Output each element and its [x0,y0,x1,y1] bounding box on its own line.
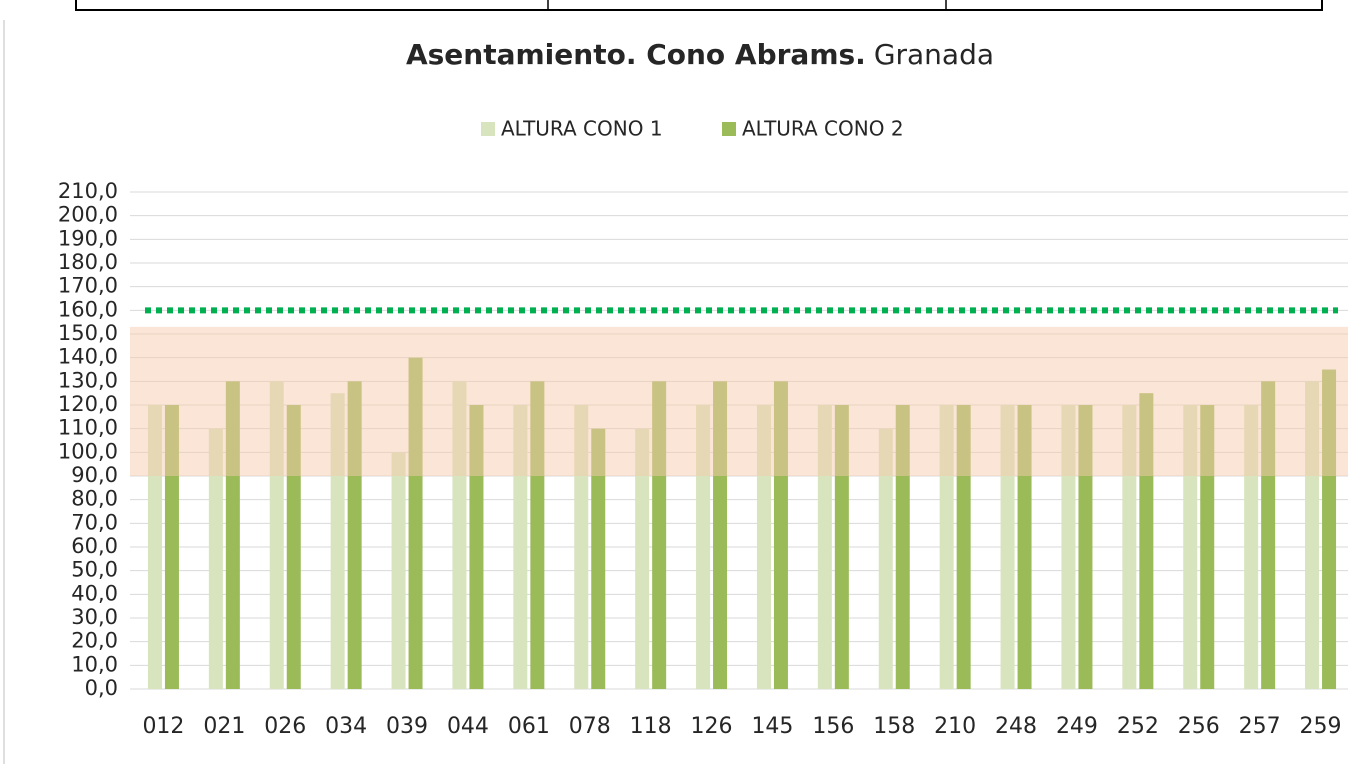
y-tick-label: 50,0 [71,558,118,582]
y-tick-label: 150,0 [58,321,118,345]
range-band [130,326,1348,476]
chart-title: Asentamiento. Cono Abrams. Granada [406,38,994,71]
bar [591,428,606,689]
x-tick-label: 210 [934,714,976,739]
x-tick-label: 145 [751,714,793,739]
x-tick-label: 156 [812,714,854,739]
x-tick-label: 118 [630,714,672,739]
title-main: Asentamiento. Cono Abrams. [406,38,866,71]
y-tick-label: 20,0 [71,629,118,653]
y-tick-label: 0,0 [85,676,118,700]
bar [878,428,893,689]
table-edge [75,0,1323,11]
x-tick-label: 257 [1239,714,1281,739]
x-tick-label: 021 [203,714,245,739]
x-tick-label: 259 [1300,714,1342,739]
x-tick-label: 249 [1056,714,1098,739]
y-tick-label: 140,0 [58,345,118,369]
y-tick-label: 180,0 [58,250,118,274]
y-tick-label: 130,0 [58,368,118,392]
y-tick-label: 200,0 [58,203,118,227]
x-tick-label: 026 [264,714,306,739]
legend-label: ALTURA CONO 1 [501,117,663,141]
y-tick-label: 10,0 [71,652,118,676]
y-tick-label: 30,0 [71,605,118,629]
y-tick-label: 40,0 [71,581,118,605]
x-tick-label: 044 [447,714,489,739]
y-tick-label: 80,0 [71,487,118,511]
legend-label: ALTURA CONO 2 [742,117,904,141]
y-tick-label: 170,0 [58,274,118,298]
y-tick-label: 70,0 [71,510,118,534]
y-tick-label: 90,0 [71,463,118,487]
x-tick-label: 256 [1178,714,1220,739]
y-tick-label: 100,0 [58,439,118,463]
legend-swatch [722,122,736,136]
bar [208,428,223,689]
x-tick-label: 078 [569,714,611,739]
x-tick-label: 248 [995,714,1037,739]
legend-swatch [481,122,495,136]
y-tick-label: 110,0 [58,416,118,440]
x-tick-label: 252 [1117,714,1159,739]
y-tick-label: 60,0 [71,534,118,558]
x-tick-label: 061 [508,714,550,739]
x-tick-label: 126 [691,714,733,739]
y-tick-label: 160,0 [58,297,118,321]
x-tick-label: 158 [873,714,915,739]
y-tick-label: 120,0 [58,392,118,416]
x-tick-label: 034 [325,714,367,739]
x-tick-label: 012 [142,714,184,739]
y-tick-label: 190,0 [58,226,118,250]
bar [391,452,406,689]
x-tick-label: 039 [386,714,428,739]
y-tick-label: 210,0 [58,179,118,203]
bar [635,428,650,689]
title-suffix: Granada [874,38,994,71]
